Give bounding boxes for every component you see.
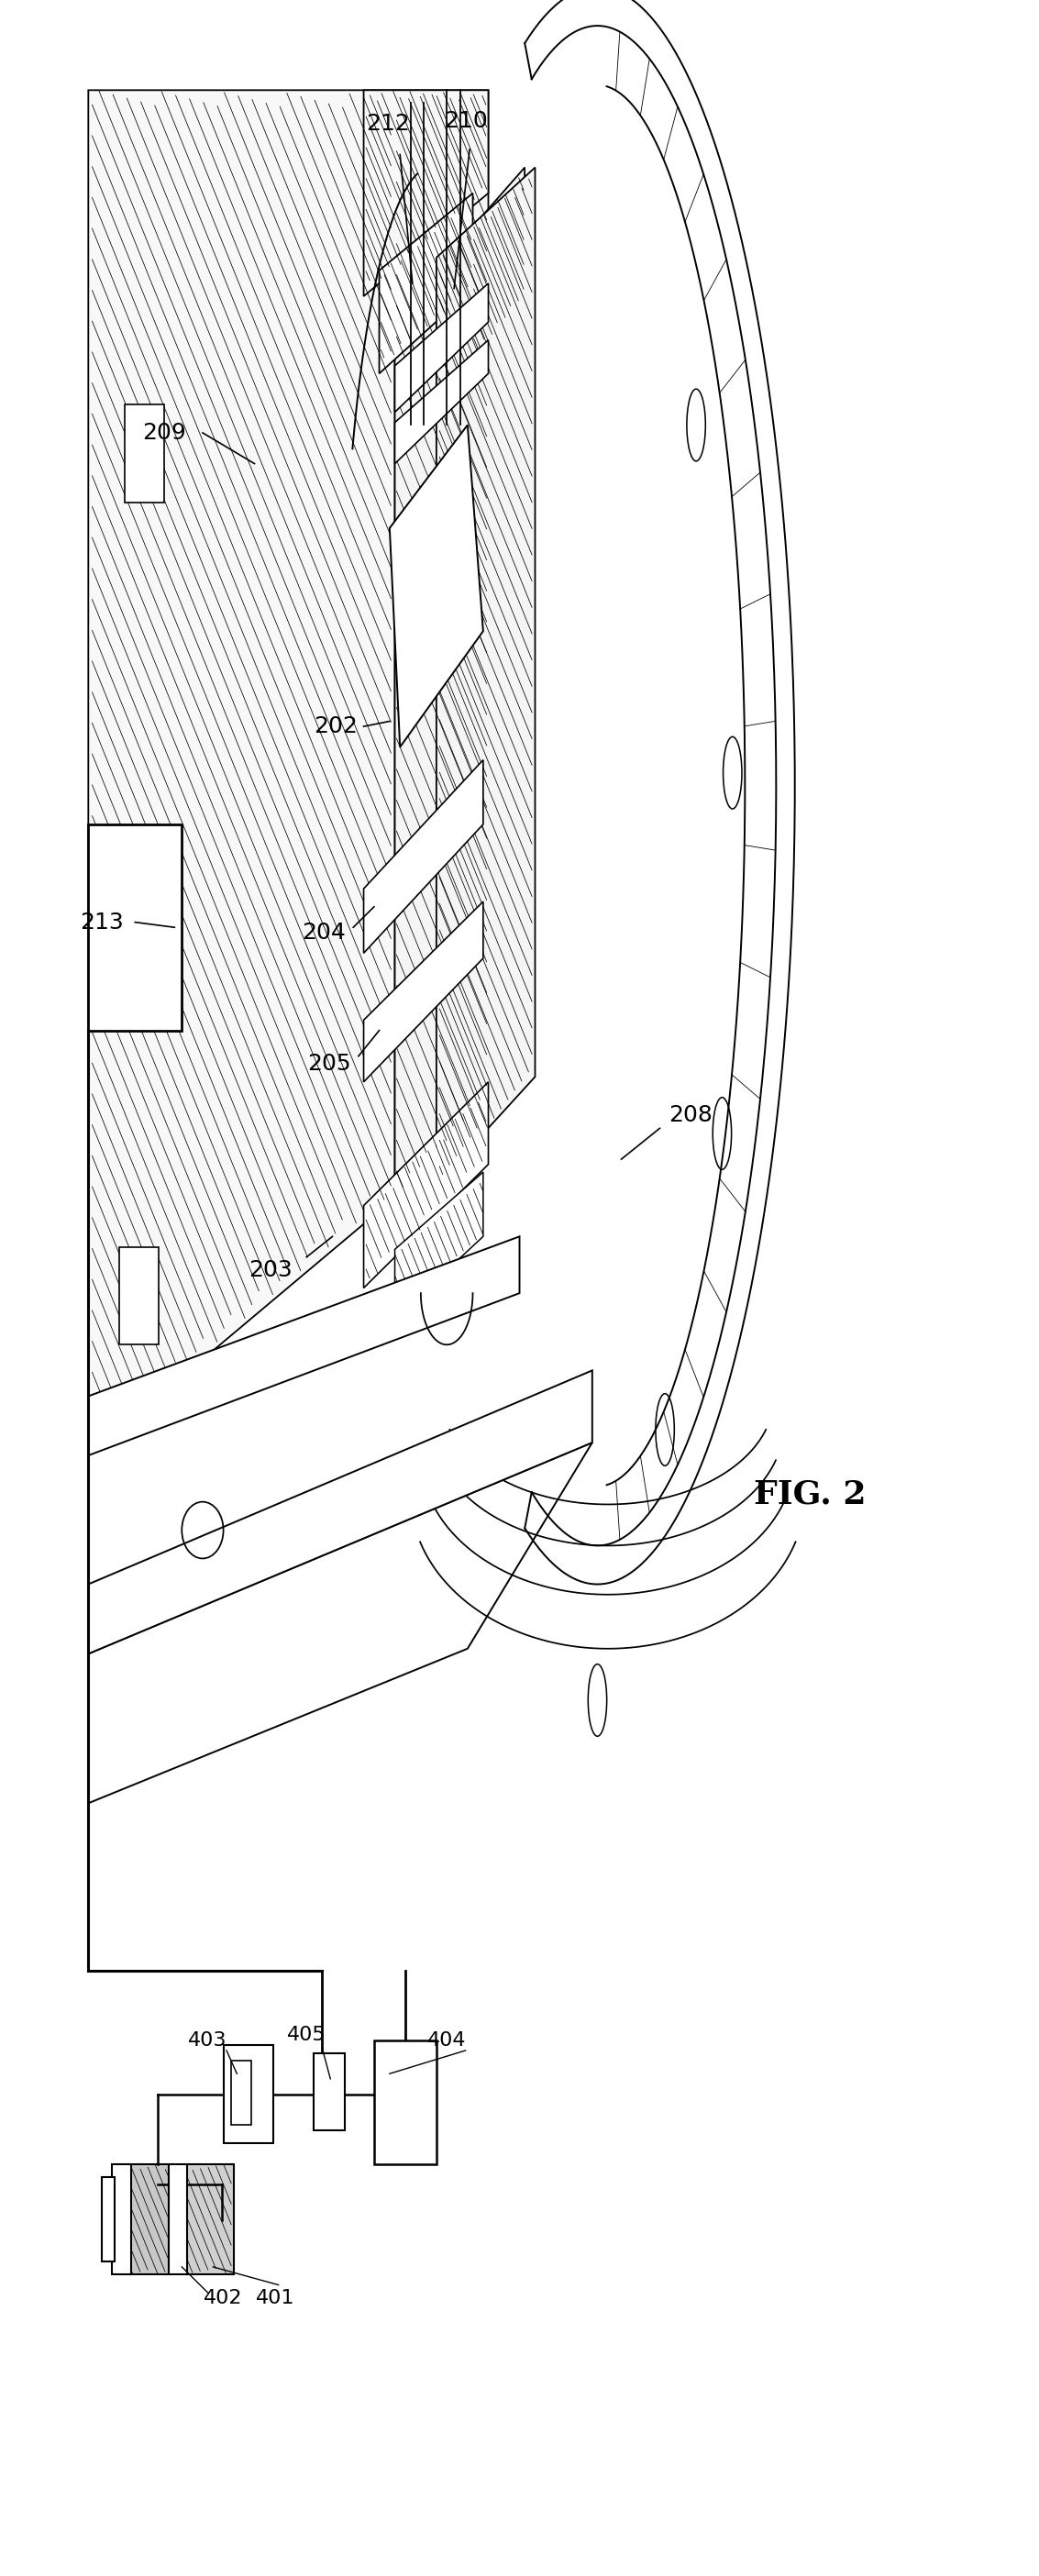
Text: 202: 202 (314, 716, 357, 737)
Text: 404: 404 (427, 2030, 467, 2050)
Bar (102, 2177, 114, 2262)
Text: 405: 405 (287, 2025, 326, 2045)
Text: 204: 204 (302, 922, 346, 943)
Polygon shape (88, 1370, 592, 1654)
Polygon shape (125, 2164, 168, 2275)
Polygon shape (379, 193, 473, 374)
Bar (88, 824, 182, 1030)
Polygon shape (364, 902, 483, 1082)
Text: 203: 203 (248, 1260, 292, 1280)
Text: 402: 402 (204, 2287, 243, 2308)
Text: 212: 212 (366, 113, 409, 134)
Polygon shape (364, 1082, 488, 1288)
Text: 401: 401 (256, 2287, 295, 2308)
Polygon shape (364, 90, 488, 296)
Polygon shape (88, 90, 395, 1455)
Text: 205: 205 (308, 1054, 351, 1074)
Polygon shape (390, 425, 483, 747)
Text: 208: 208 (669, 1105, 713, 1126)
Polygon shape (395, 283, 488, 412)
Text: 209: 209 (142, 422, 186, 443)
Polygon shape (395, 340, 488, 464)
Bar (314, 2053, 345, 2130)
Polygon shape (185, 2164, 234, 2275)
Bar (231, 2061, 251, 2125)
Text: 210: 210 (444, 111, 487, 131)
Bar (112, 2164, 131, 2275)
Text: 403: 403 (188, 2030, 228, 2050)
Polygon shape (473, 167, 525, 361)
Bar (168, 2164, 187, 2275)
Bar (223, 2045, 273, 2143)
Polygon shape (88, 1236, 520, 1455)
Text: FIG. 2: FIG. 2 (754, 1479, 867, 1510)
Bar (125, 404, 164, 502)
Bar (374, 2040, 436, 2164)
Polygon shape (436, 167, 535, 1185)
Polygon shape (395, 90, 488, 1198)
Polygon shape (395, 1172, 483, 1319)
Polygon shape (364, 760, 483, 953)
Bar (119, 1247, 159, 1345)
Text: 213: 213 (80, 912, 124, 933)
Polygon shape (88, 1443, 592, 1803)
